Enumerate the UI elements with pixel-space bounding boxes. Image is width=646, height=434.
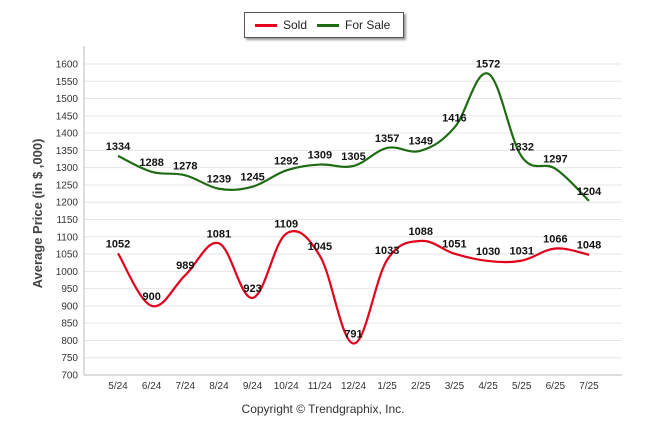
x-tick-label: 8/24 <box>209 381 229 392</box>
y-tick-labels: 700 750 800 850 900 950 1000 1050 1100 1150 1200 12… <box>56 60 79 382</box>
x-tick-label: 3/25 <box>445 381 465 392</box>
legend-swatch-for-sale <box>317 23 339 27</box>
x-tick-label: 6/24 <box>142 381 162 392</box>
y-tick-label: 1000 <box>56 267 79 278</box>
series-line-sold <box>117 230 590 345</box>
legend-item-for-sale[interactable]: For Sale <box>317 18 390 32</box>
data-label-sold: 923 <box>243 283 261 295</box>
x-tick-labels: 5/24 6/24 7/24 8/24 9/24 10/24 11/24 12/24 1/25 2… <box>108 381 599 392</box>
x-tick-label: 1/25 <box>377 381 397 392</box>
x-tick-label: 5/24 <box>108 381 128 392</box>
data-label-for-sale: 1292 <box>274 155 298 167</box>
y-tick-label: 1600 <box>56 60 79 71</box>
axes <box>83 46 622 376</box>
data-label-sold: 1051 <box>442 239 466 251</box>
y-tick-label: 900 <box>61 301 78 312</box>
x-tick-label: 7/25 <box>579 381 599 392</box>
y-tick-label: 1100 <box>56 232 78 243</box>
data-label-sold: 1088 <box>409 226 433 238</box>
y-tick-label: 850 <box>61 319 78 330</box>
legend-label-for-sale: For Sale <box>345 18 391 32</box>
x-tick-label: 4/25 <box>478 381 498 392</box>
y-tick-label: 750 <box>61 353 78 364</box>
y-axis-label: Average Price (in $ ,000) <box>30 139 45 289</box>
legend-label-sold: Sold <box>283 18 308 32</box>
data-labels: 1052 900 989 1081 923 1109 1045 791 1033 1088 1051… <box>106 59 602 341</box>
y-tick-label: 800 <box>61 336 78 347</box>
data-label-for-sale: 1309 <box>308 150 332 162</box>
series-line-for-sale <box>117 72 590 202</box>
data-label-sold: 1052 <box>106 238 130 250</box>
x-tick-label: 9/24 <box>243 381 263 392</box>
x-tick-label: 12/24 <box>341 381 366 392</box>
x-tick-label: 7/24 <box>176 381 196 392</box>
data-label-sold: 1030 <box>476 246 500 258</box>
data-label-sold: 989 <box>176 260 194 272</box>
y-tick-label: 1200 <box>56 198 79 209</box>
data-label-sold: 1081 <box>207 228 231 240</box>
data-label-for-sale: 1572 <box>476 59 500 71</box>
copyright-text: Copyright © Trendgraphix, Inc. <box>241 402 405 416</box>
data-label-sold: 1033 <box>375 245 399 257</box>
data-label-for-sale: 1416 <box>442 113 466 125</box>
data-label-for-sale: 1239 <box>207 174 231 186</box>
y-tick-label: 1300 <box>56 163 79 174</box>
legend: Sold For Sale <box>244 12 404 38</box>
x-tick-label: 6/25 <box>546 381 566 392</box>
data-label-sold: 1031 <box>509 246 533 258</box>
x-tick-label: 11/24 <box>308 381 333 392</box>
x-tick-label: 10/24 <box>274 381 299 392</box>
y-tick-label: 950 <box>61 284 78 295</box>
data-label-for-sale: 1288 <box>139 157 163 169</box>
data-label-sold: 791 <box>344 329 362 341</box>
data-label-for-sale: 1278 <box>173 160 197 172</box>
y-tick-label: 1350 <box>56 146 79 157</box>
legend-item-sold[interactable]: Sold <box>255 18 307 32</box>
y-tick-label: 1450 <box>56 111 79 122</box>
data-label-for-sale: 1332 <box>509 142 533 154</box>
data-label-for-sale: 1349 <box>409 136 433 148</box>
data-label-for-sale: 1357 <box>375 133 399 145</box>
series-lines <box>117 72 590 345</box>
y-tick-label: 1050 <box>56 250 79 261</box>
x-tick-label: 2/25 <box>411 381 431 392</box>
y-tick-label: 1250 <box>56 180 79 191</box>
data-label-sold: 1048 <box>577 240 601 252</box>
data-label-sold: 1045 <box>308 241 332 253</box>
data-label-for-sale: 1305 <box>341 151 365 163</box>
y-tick-label: 700 <box>61 371 78 382</box>
data-label-for-sale: 1245 <box>240 172 264 184</box>
y-tick-label: 1550 <box>56 77 79 88</box>
data-label-for-sale: 1204 <box>577 186 602 198</box>
legend-swatch-sold <box>255 23 277 27</box>
data-label-for-sale: 1334 <box>106 141 131 153</box>
data-label-sold: 900 <box>142 291 160 303</box>
data-label-sold: 1066 <box>543 234 567 246</box>
data-label-for-sale: 1297 <box>543 154 567 166</box>
data-label-sold: 1109 <box>274 219 298 231</box>
y-tick-label: 1150 <box>56 215 78 226</box>
y-tick-label: 1400 <box>56 129 79 140</box>
y-tick-label: 1500 <box>56 94 79 105</box>
x-tick-label: 5/25 <box>512 381 532 392</box>
